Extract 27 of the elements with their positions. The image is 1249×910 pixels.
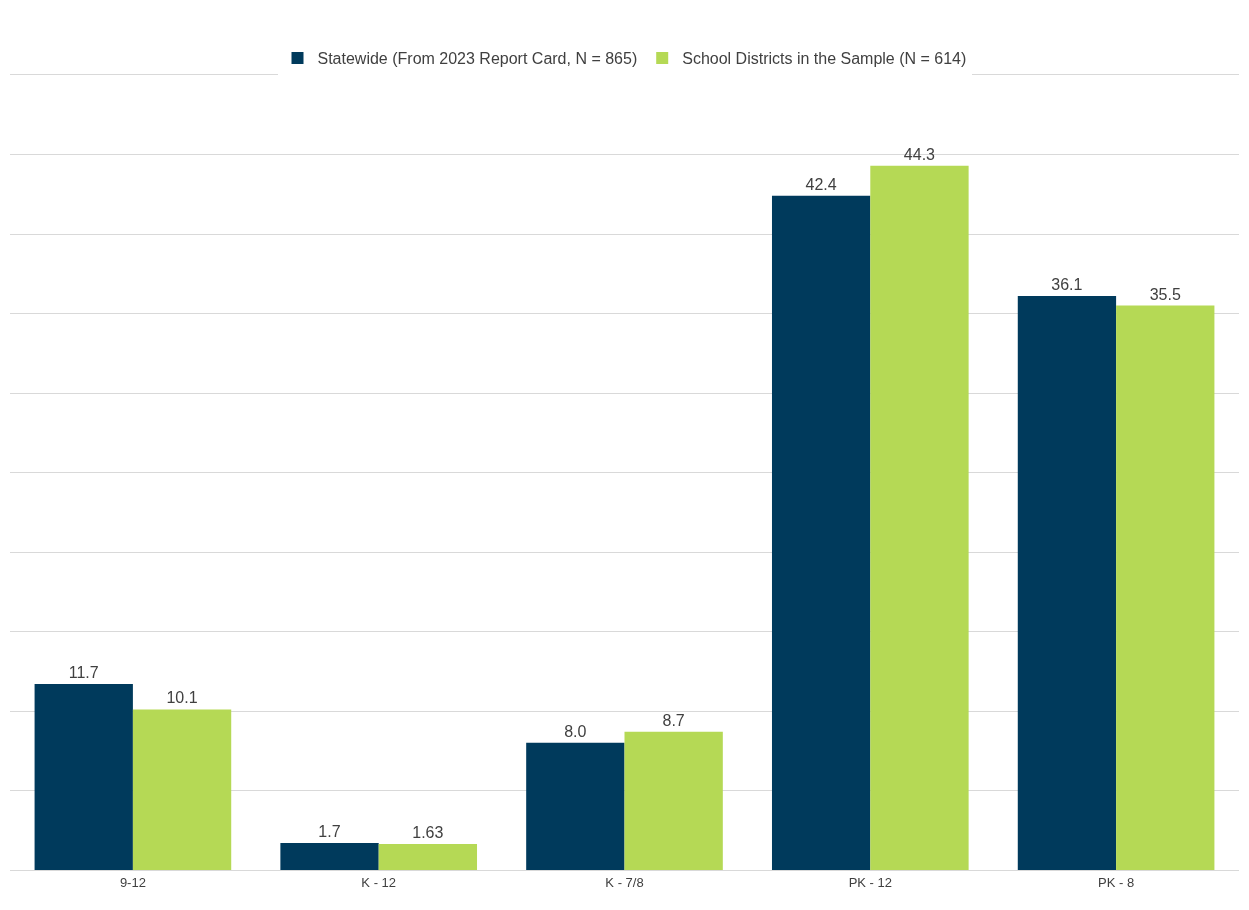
x-tick-label: 9-12	[119, 874, 146, 890]
bar	[378, 844, 478, 870]
legend-label: School Districts in the Sample (N = 614)	[682, 50, 967, 68]
legend-label: Statewide (From 2023 Report Card, N = 865)	[317, 50, 638, 68]
bar	[526, 742, 625, 870]
bar	[280, 842, 379, 870]
data-label: 44.3	[903, 145, 936, 163]
x-tick-label: K - 7/8	[605, 874, 644, 890]
data-label: 42.4	[805, 175, 837, 193]
data-label: 8.7	[662, 711, 685, 729]
data-label: 11.7	[68, 663, 99, 681]
data-label: 35.5	[1149, 285, 1181, 303]
data-label: 8.0	[564, 722, 587, 740]
bar	[1116, 305, 1215, 870]
bar	[624, 731, 723, 870]
bar	[870, 165, 969, 870]
bar	[34, 683, 133, 870]
bar	[132, 709, 232, 870]
x-tick-label: PK - 12	[848, 874, 892, 890]
data-label: 10.1	[166, 689, 198, 707]
data-label: 1.63	[412, 824, 444, 842]
x-tick-label: K - 12	[361, 874, 397, 890]
data-label: 1.7	[318, 822, 341, 840]
x-tick-label: PK - 8	[1098, 874, 1135, 890]
bar	[1017, 296, 1117, 870]
data-label: 36.1	[1051, 276, 1083, 294]
bar	[771, 195, 871, 870]
